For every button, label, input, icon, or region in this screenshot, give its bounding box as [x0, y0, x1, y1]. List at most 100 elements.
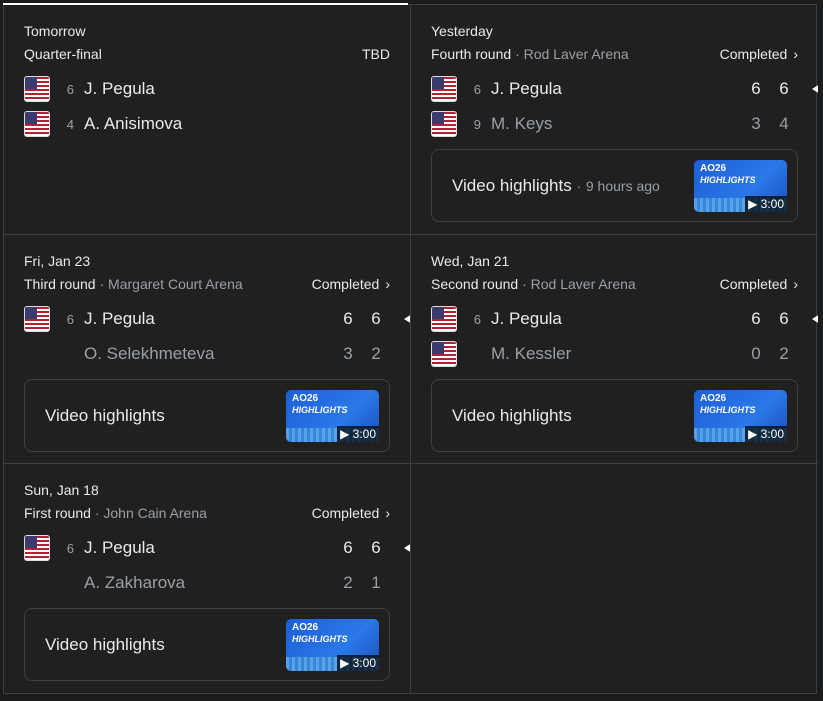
- match-card[interactable]: Wed, Jan 21 Second round · Rod Laver Are…: [411, 235, 818, 464]
- video-duration: ▶ 3:00: [745, 195, 787, 212]
- set-score: 6: [751, 309, 761, 328]
- usa-flag-icon: [431, 111, 457, 137]
- usa-flag-icon: [24, 76, 50, 102]
- thumbnail-title: HIGHLIGHTS: [700, 174, 756, 185]
- video-duration: ▶ 3:00: [337, 654, 379, 671]
- video-highlights-card[interactable]: Video highlights AO26 HIGHLIGHTS ▶ 3:00: [431, 379, 798, 452]
- round-name: Second round: [431, 276, 519, 292]
- winner-arrow-icon: [404, 543, 410, 553]
- player-name: J. Pegula: [84, 538, 155, 557]
- match-card[interactable]: Tomorrow Quarter-final TBD 6 J. Pegula 4…: [4, 5, 411, 235]
- match-card[interactable]: Fri, Jan 23 Third round · Margaret Court…: [4, 235, 411, 464]
- winner-arrow-icon: [812, 84, 818, 94]
- venue: John Cain Arena: [103, 505, 207, 521]
- match-date: Sun, Jan 18: [24, 482, 99, 498]
- match-status[interactable]: Completed ›: [312, 505, 390, 521]
- player-seed: 6: [66, 311, 74, 327]
- player-seed: 6: [66, 540, 74, 556]
- player-name: J. Pegula: [491, 309, 562, 328]
- video-highlights-label: Video highlights · 9 hours ago: [452, 175, 660, 195]
- chevron-right-icon: ›: [385, 276, 390, 292]
- empty-cell: [411, 464, 818, 694]
- ao26-logo: AO26: [292, 621, 319, 633]
- video-age: 9 hours ago: [585, 177, 660, 194]
- set-score: 6: [343, 538, 353, 557]
- set-score: 3: [751, 114, 761, 133]
- status-label: Completed: [719, 276, 788, 292]
- ao26-logo: AO26: [292, 392, 319, 404]
- video-highlights-label: Video highlights: [45, 405, 165, 425]
- player-name: M. Keys: [491, 114, 553, 133]
- set-score: 0: [751, 344, 761, 363]
- match-round: First round · John Cain Arena: [24, 505, 207, 521]
- video-highlights-card[interactable]: Video highlights AO26 HIGHLIGHTS ▶ 3:00: [24, 608, 390, 681]
- match-grid: Tomorrow Quarter-final TBD 6 J. Pegula 4…: [3, 5, 818, 694]
- set-score: 3: [343, 344, 353, 363]
- usa-flag-icon: [24, 111, 50, 137]
- set-score: 2: [779, 344, 789, 363]
- usa-flag-icon: [431, 76, 457, 102]
- play-icon: ▶: [748, 426, 761, 441]
- match-date: Fri, Jan 23: [24, 253, 91, 269]
- status-label: TBD: [362, 46, 390, 62]
- set-score: 6: [779, 309, 789, 328]
- player-seed: 6: [473, 81, 481, 97]
- video-thumbnail[interactable]: AO26 HIGHLIGHTS ▶ 3:00: [694, 159, 787, 212]
- set-score: 1: [371, 573, 381, 592]
- player-name: A. Anisimova: [84, 114, 183, 133]
- usa-flag-icon: [24, 306, 50, 332]
- thumbnail-title: HIGHLIGHTS: [700, 404, 756, 415]
- winner-arrow-icon: [404, 314, 410, 324]
- match-date: Yesterday: [431, 23, 493, 39]
- tab-bar: [3, 0, 817, 5]
- set-score: 6: [371, 309, 381, 328]
- usa-flag-icon: [431, 306, 457, 332]
- video-highlights-label: Video highlights: [45, 634, 165, 654]
- chevron-right-icon: ›: [793, 276, 798, 292]
- video-highlights-card[interactable]: Video highlights · 9 hours ago AO26 HIGH…: [431, 149, 798, 222]
- set-score: 6: [751, 79, 761, 98]
- player-seed: 4: [66, 116, 74, 132]
- match-round: Quarter-final: [24, 46, 102, 62]
- active-tab-indicator: [3, 3, 408, 6]
- ao26-logo: AO26: [700, 392, 727, 404]
- player-seed: 6: [66, 81, 74, 97]
- match-round: Third round · Margaret Court Arena: [24, 276, 243, 292]
- venue: Rod Laver Arena: [530, 276, 636, 292]
- play-icon: ▶: [340, 655, 353, 670]
- match-round: Fourth round · Rod Laver Arena: [431, 46, 629, 62]
- video-thumbnail[interactable]: AO26 HIGHLIGHTS ▶ 3:00: [286, 389, 379, 442]
- usa-flag-icon: [24, 535, 50, 561]
- match-card[interactable]: Yesterday Fourth round · Rod Laver Arena…: [411, 5, 818, 235]
- match-status[interactable]: Completed ›: [720, 276, 798, 292]
- video-highlights-card[interactable]: Video highlights AO26 HIGHLIGHTS ▶ 3:00: [24, 379, 390, 452]
- ao26-logo: AO26: [700, 162, 727, 174]
- chevron-right-icon: ›: [793, 46, 798, 62]
- match-card[interactable]: Sun, Jan 18 First round · John Cain Aren…: [4, 464, 411, 694]
- round-name: Third round: [24, 276, 96, 292]
- video-thumbnail[interactable]: AO26 HIGHLIGHTS ▶ 3:00: [694, 389, 787, 442]
- video-thumbnail[interactable]: AO26 HIGHLIGHTS ▶ 3:00: [286, 618, 379, 671]
- match-status[interactable]: Completed ›: [312, 276, 390, 292]
- usa-flag-icon: [431, 341, 457, 367]
- venue: Rod Laver Arena: [523, 46, 629, 62]
- video-duration: ▶ 3:00: [337, 425, 379, 442]
- player-row: 6 J. Pegula: [24, 75, 390, 103]
- player-name: J. Pegula: [491, 79, 562, 98]
- round-name: Fourth round: [431, 46, 512, 62]
- round-name: Quarter-final: [24, 46, 102, 62]
- venue: Margaret Court Arena: [108, 276, 243, 292]
- video-duration: ▶ 3:00: [745, 425, 787, 442]
- thumbnail-title: HIGHLIGHTS: [292, 404, 348, 415]
- chevron-right-icon: ›: [385, 505, 390, 521]
- match-status[interactable]: Completed ›: [720, 46, 798, 62]
- status-label: Completed: [311, 276, 380, 292]
- player-name: M. Kessler: [491, 344, 572, 363]
